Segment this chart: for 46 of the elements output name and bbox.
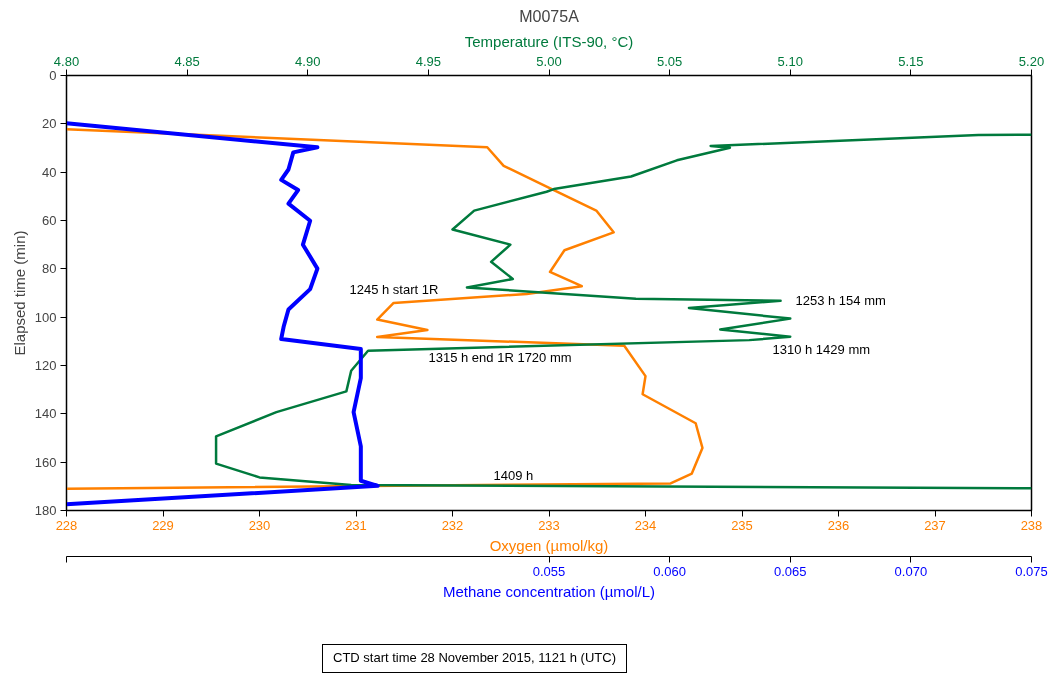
y-tick-label: 100 — [34, 309, 57, 325]
x2-tick-label: 5.10 — [777, 53, 803, 69]
annotation: 1310 h 1429 mm — [772, 342, 871, 357]
y-tick-label: 180 — [34, 503, 57, 518]
x-tick-label: 234 — [634, 517, 657, 533]
annotation: 1409 h — [493, 468, 534, 483]
y-tick-label: 60 — [42, 213, 57, 228]
x2-tick-label: 5.15 — [898, 53, 924, 69]
x-tick-label: 235 — [731, 517, 753, 533]
annotation: 1245 h start 1R — [349, 282, 439, 297]
x2-tick-label: 4.90 — [295, 53, 321, 69]
x2-tick-label: 5.05 — [656, 53, 683, 69]
x-tick-label: 237 — [924, 517, 946, 533]
y-tick-label: 160 — [34, 454, 57, 470]
x-tick-label: 231 — [345, 517, 367, 533]
y-tick-label: 140 — [34, 406, 57, 422]
x-tick-label: 0.070 — [894, 563, 928, 579]
y-tick-label: 120 — [34, 358, 57, 373]
x-tick-label: 233 — [538, 517, 560, 533]
y-tick-label: 40 — [42, 164, 57, 180]
y-tick-label: 20 — [42, 116, 57, 132]
x-axis-title: Oxygen (µmol/kg) — [489, 536, 609, 554]
y-tick-label: 0 — [49, 68, 57, 83]
annotation: 1315 h end 1R 1720 mm — [428, 350, 572, 365]
x-tick-label: 0.075 — [1015, 563, 1048, 579]
x2-tick-label: 4.80 — [53, 53, 80, 69]
annotation: 1253 h 154 mm — [795, 293, 886, 308]
x-tick-label: 229 — [152, 517, 174, 533]
y-axis-title: Elapsed time (min) — [10, 230, 28, 356]
x2-tick-label: 5.20 — [1018, 53, 1045, 69]
x-tick-label: 236 — [827, 517, 850, 533]
x-tick-label: 228 — [55, 517, 78, 533]
x2-tick-label: 4.85 — [174, 53, 200, 69]
chart-title: M0075A — [519, 7, 580, 25]
x-tick-label: 0.055 — [532, 563, 566, 579]
x-tick-label: 230 — [248, 517, 271, 533]
x-tick-label: 0.065 — [773, 563, 807, 579]
text: CTD start time 28 November 2015, 1121 h (UTC) — [333, 649, 616, 667]
x2-axis-title: Temperature (ITS-90, °C) — [464, 32, 634, 50]
x2-tick-label: 5.00 — [536, 53, 562, 69]
x-tick-label: 238 — [1020, 517, 1043, 533]
x2-tick-label: 4.95 — [415, 53, 442, 69]
x-tick-label: 0.060 — [653, 563, 686, 579]
x-tick-label: 232 — [441, 517, 464, 533]
x-axis-title: Methane concentration (µmol/L) — [442, 582, 656, 600]
y-tick-label: 80 — [42, 261, 57, 277]
